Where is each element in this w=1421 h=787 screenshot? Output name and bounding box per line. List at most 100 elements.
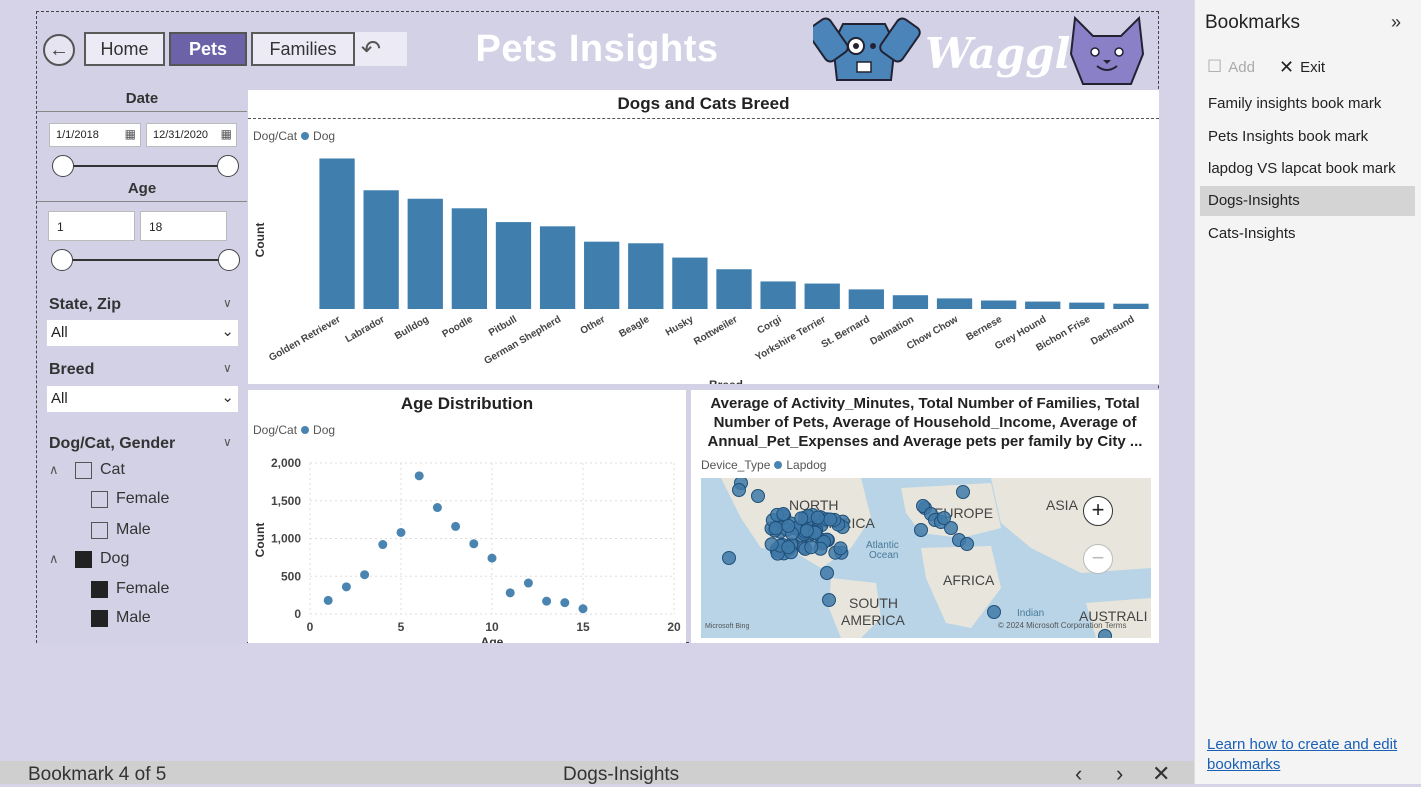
map-city-bubble[interactable] bbox=[764, 537, 779, 552]
chevron-down-icon[interactable]: ∨ bbox=[223, 435, 232, 449]
bar[interactable] bbox=[848, 289, 884, 309]
age-max-input[interactable]: 18 bbox=[140, 211, 227, 241]
map-city-bubble[interactable] bbox=[776, 507, 791, 522]
date-slider-track[interactable] bbox=[62, 165, 230, 167]
world-map[interactable]: NORTH AMERICA EUROPE ASIA AFRICA SOUTH A… bbox=[701, 478, 1151, 638]
bar[interactable] bbox=[760, 281, 796, 309]
cat-female-checkbox[interactable] bbox=[91, 490, 108, 508]
breed-dropdown[interactable]: All ⌄ bbox=[47, 386, 238, 412]
scatter-point[interactable] bbox=[323, 595, 333, 605]
age-slider-track[interactable] bbox=[62, 259, 230, 261]
map-city-bubble[interactable] bbox=[768, 521, 783, 536]
bar[interactable] bbox=[363, 190, 399, 309]
tree-node-cat-male[interactable]: Male bbox=[91, 521, 151, 539]
date-slider-end-handle[interactable] bbox=[217, 155, 239, 177]
exit-button[interactable]: ✕ Exit bbox=[1279, 57, 1326, 77]
bar[interactable] bbox=[407, 198, 443, 309]
date-slider-start-handle[interactable] bbox=[52, 155, 74, 177]
map-city-bubble[interactable] bbox=[1098, 629, 1112, 639]
chevron-down-icon[interactable]: ∨ bbox=[223, 361, 232, 375]
scatter-point[interactable] bbox=[432, 503, 442, 513]
map-city-bubble[interactable] bbox=[914, 523, 928, 537]
bar[interactable] bbox=[584, 241, 620, 309]
previous-bookmark-button[interactable]: ‹ bbox=[1075, 761, 1083, 786]
close-icon[interactable]: ✕ bbox=[1152, 761, 1171, 786]
map-city-bubble[interactable] bbox=[937, 511, 951, 525]
chevron-down-icon[interactable]: ∨ bbox=[223, 296, 232, 310]
bar[interactable] bbox=[319, 158, 355, 309]
scatter-point[interactable] bbox=[378, 540, 388, 550]
bar[interactable] bbox=[980, 300, 1017, 309]
bar[interactable] bbox=[936, 298, 973, 309]
bar[interactable] bbox=[451, 208, 488, 309]
bar[interactable] bbox=[672, 257, 708, 309]
map-city-bubble[interactable] bbox=[944, 521, 958, 535]
caret-up-icon[interactable]: ∧ bbox=[49, 462, 59, 477]
map-city-bubble[interactable] bbox=[823, 512, 838, 527]
scatter-point[interactable] bbox=[542, 596, 552, 606]
age-scatter-chart[interactable]: Age Distribution Dog/Cat Dog 0 500 1,000 1,… bbox=[248, 390, 686, 643]
scatter-point[interactable] bbox=[560, 598, 570, 608]
scatter-point[interactable] bbox=[396, 527, 406, 537]
bookmark-item[interactable]: Cats-Insights bbox=[1208, 225, 1296, 242]
bar[interactable] bbox=[804, 283, 840, 309]
age-slider-min-handle[interactable] bbox=[51, 249, 73, 271]
bookmark-item[interactable]: Pets Insights book mark bbox=[1208, 128, 1369, 145]
scatter-point[interactable] bbox=[578, 604, 588, 614]
bar[interactable] bbox=[495, 222, 532, 309]
map-city-bubble[interactable] bbox=[810, 510, 825, 525]
families-button[interactable]: Families bbox=[251, 32, 355, 66]
map-city-bubble[interactable] bbox=[799, 523, 814, 538]
scatter-point[interactable] bbox=[487, 553, 497, 563]
zoom-out-button[interactable]: − bbox=[1083, 544, 1113, 574]
home-button[interactable]: Home bbox=[84, 32, 165, 66]
bar[interactable] bbox=[1113, 303, 1149, 309]
bar[interactable] bbox=[1025, 301, 1061, 309]
map-city-bubble[interactable] bbox=[822, 593, 836, 607]
map-city-bubble[interactable] bbox=[987, 605, 1001, 619]
map-city-bubble[interactable] bbox=[794, 511, 809, 526]
bar[interactable] bbox=[628, 243, 664, 309]
map-city-bubble[interactable] bbox=[804, 540, 819, 555]
bookmark-item[interactable]: lapdog VS lapcat book mark bbox=[1208, 160, 1396, 177]
bar[interactable] bbox=[892, 295, 929, 309]
double-chevron-right-icon[interactable]: » bbox=[1391, 12, 1402, 32]
map-city-bubble[interactable] bbox=[956, 485, 970, 499]
map-city-bubble[interactable] bbox=[732, 483, 746, 497]
date-start-input[interactable]: 1/1/2018 ▦ bbox=[49, 123, 141, 147]
back-button[interactable]: ← bbox=[43, 34, 75, 66]
scatter-point[interactable] bbox=[414, 471, 424, 481]
cat-male-checkbox[interactable] bbox=[91, 521, 108, 539]
tree-node-dog-female[interactable]: Female bbox=[91, 580, 169, 598]
bar[interactable] bbox=[539, 226, 576, 309]
map-city-bubble[interactable] bbox=[833, 541, 848, 556]
tree-node-cat-female[interactable]: Female bbox=[91, 490, 169, 508]
undo-button[interactable]: ↶ bbox=[355, 32, 407, 66]
state-zip-dropdown[interactable]: All ⌄ bbox=[47, 320, 238, 346]
city-map-visual[interactable]: Average of Activity_Minutes, Total Numbe… bbox=[691, 390, 1159, 643]
map-city-bubble[interactable] bbox=[722, 551, 736, 565]
bar[interactable] bbox=[716, 269, 752, 309]
dog-female-checkbox[interactable] bbox=[91, 580, 108, 598]
map-city-bubble[interactable] bbox=[751, 489, 765, 503]
cat-checkbox[interactable] bbox=[75, 461, 92, 479]
dog-checkbox[interactable] bbox=[75, 550, 92, 568]
next-bookmark-button[interactable]: › bbox=[1116, 761, 1124, 786]
add-bookmark-button[interactable]: ☐ Add bbox=[1207, 57, 1255, 76]
map-city-bubble[interactable] bbox=[781, 540, 796, 555]
scatter-point[interactable] bbox=[469, 539, 479, 549]
zoom-in-button[interactable]: + bbox=[1083, 496, 1113, 526]
scatter-point[interactable] bbox=[341, 582, 351, 592]
scatter-point[interactable] bbox=[523, 578, 533, 588]
bookmark-item-selected[interactable]: Dogs-Insights bbox=[1200, 186, 1415, 216]
tree-node-cat[interactable]: ∧ Cat bbox=[49, 461, 125, 479]
tree-node-dog-male[interactable]: Male bbox=[91, 609, 151, 627]
map-city-bubble[interactable] bbox=[960, 537, 974, 551]
age-slider-max-handle[interactable] bbox=[218, 249, 240, 271]
pets-button[interactable]: Pets bbox=[169, 32, 247, 66]
age-min-input[interactable]: 1 bbox=[48, 211, 135, 241]
scatter-point[interactable] bbox=[451, 521, 461, 531]
breed-bar-chart[interactable]: Dogs and Cats Breed Dog/Cat Dog Golden R… bbox=[248, 90, 1159, 384]
caret-up-icon[interactable]: ∧ bbox=[49, 551, 59, 566]
date-end-input[interactable]: 12/31/2020 ▦ bbox=[146, 123, 237, 147]
